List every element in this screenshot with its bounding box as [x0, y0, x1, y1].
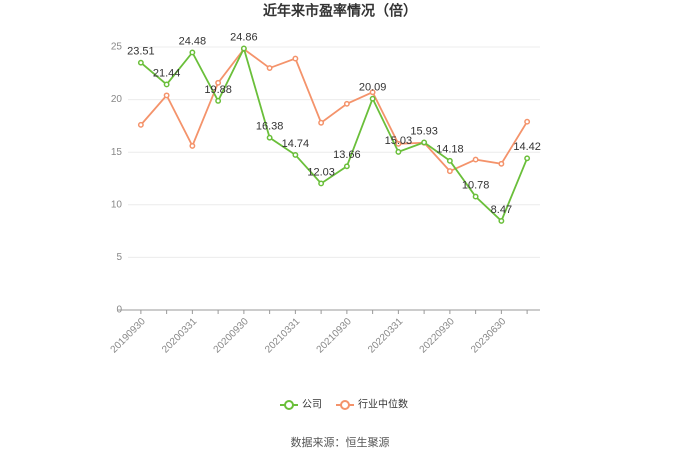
point	[266, 65, 273, 71]
legend-label: 行业中位数	[358, 398, 408, 411]
point	[163, 81, 170, 88]
legend-marker	[284, 400, 294, 410]
data-label: 8.47	[491, 204, 512, 216]
data-label: 19.88	[204, 84, 232, 96]
y-tick-label: 15	[111, 147, 123, 158]
point	[137, 59, 144, 66]
chart-title: 近年来市盈率情况（倍）	[263, 3, 417, 19]
y-tick-label: 20	[111, 94, 123, 105]
data-label: 14.74	[282, 138, 310, 150]
source: 数据来源：恒生聚源	[291, 435, 390, 449]
x-tick-label: 20220930	[418, 316, 458, 356]
x-tick-label: 20210331	[263, 316, 303, 356]
y-tick-label: 5	[116, 252, 122, 263]
point	[472, 193, 479, 200]
point	[189, 49, 196, 56]
data-label: 20.09	[359, 82, 387, 94]
data-label: 24.48	[179, 35, 207, 47]
data-label: 13.66	[333, 149, 361, 161]
point	[421, 139, 428, 146]
point	[215, 79, 222, 86]
point	[524, 118, 531, 125]
point	[343, 163, 350, 170]
legend-item: 行业中位数	[336, 398, 408, 411]
data-label: 14.42	[513, 141, 541, 153]
data-label: 12.03	[307, 166, 335, 178]
legend-label: 公司	[302, 400, 322, 411]
point	[240, 45, 247, 52]
data-label: 15.03	[385, 135, 413, 147]
point	[395, 140, 402, 147]
point	[472, 156, 479, 163]
point	[343, 100, 350, 107]
point	[189, 142, 196, 149]
series-line	[140, 45, 528, 223]
point	[498, 160, 505, 167]
y-tick-label: 25	[111, 42, 123, 53]
point	[266, 134, 273, 141]
point	[369, 95, 376, 102]
legend-marker	[340, 400, 350, 410]
point	[395, 148, 402, 155]
point	[318, 119, 325, 126]
point	[369, 89, 376, 96]
point	[215, 97, 222, 104]
x-tick-label: 20220331	[366, 316, 406, 356]
series-line	[140, 47, 528, 173]
data-label: 10.78	[462, 180, 490, 192]
point	[137, 121, 144, 128]
data-label: 21.44	[153, 67, 181, 79]
x-tick-label: 20200930	[212, 316, 252, 356]
data-label: 16.38	[256, 121, 284, 133]
point	[498, 217, 505, 224]
x-tick-label: 20200331	[160, 316, 200, 356]
point	[524, 155, 531, 162]
x-tick-label: 20210930	[315, 316, 355, 356]
point	[163, 92, 170, 99]
data-label: 24.86	[230, 31, 258, 43]
point	[446, 168, 453, 175]
point	[292, 55, 299, 62]
y-tick-label: 10	[111, 199, 123, 210]
data-label: 15.93	[410, 125, 438, 137]
data-label: 14.18	[436, 144, 464, 156]
point	[292, 151, 299, 158]
x-tick-label: 20230630	[469, 316, 509, 356]
legend-item: 公司	[280, 400, 322, 411]
point	[446, 157, 453, 164]
x-tick-label: 20190930	[109, 316, 149, 356]
point	[318, 180, 325, 187]
data-label: 23.51	[127, 46, 155, 58]
